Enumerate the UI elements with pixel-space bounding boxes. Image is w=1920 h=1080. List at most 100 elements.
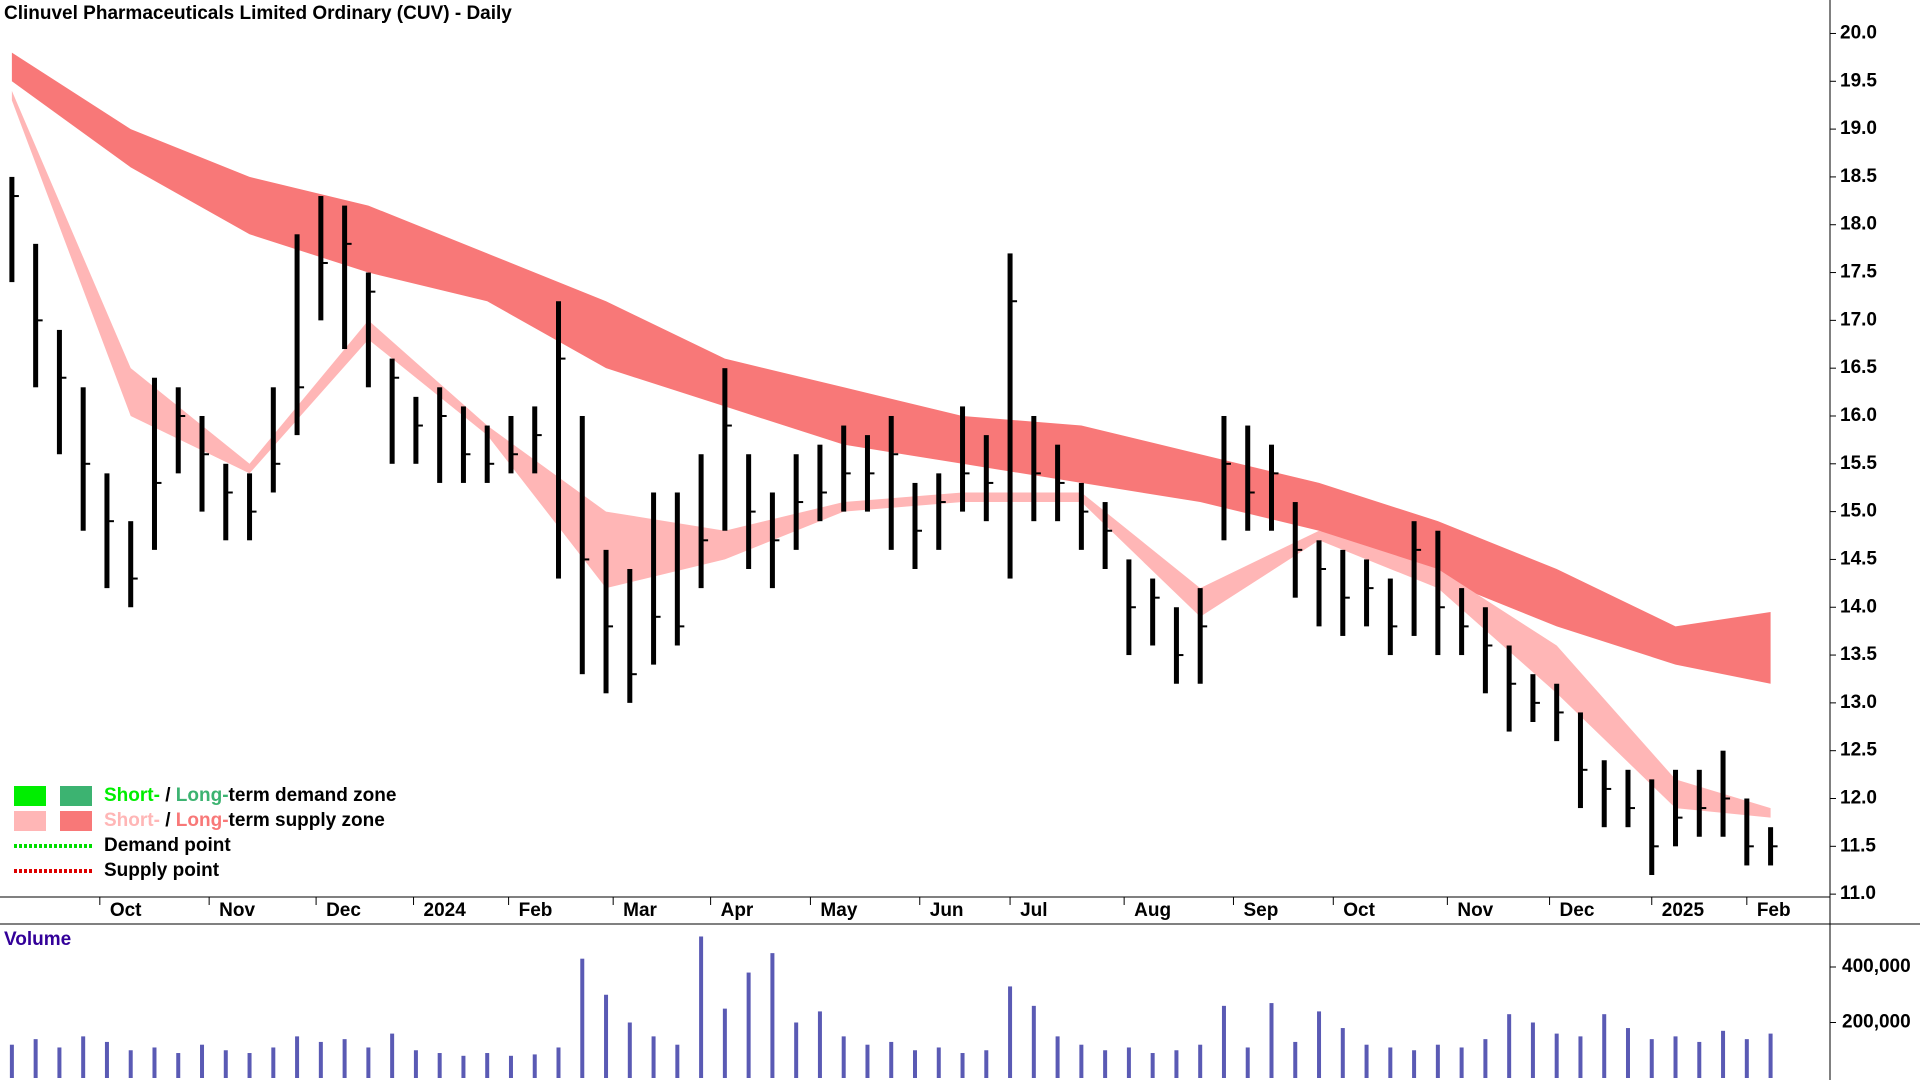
- legend-text: Long-: [176, 785, 229, 806]
- volume-bar: [1459, 1047, 1464, 1078]
- volume-bar: [366, 1047, 371, 1078]
- volume-bar: [1388, 1047, 1393, 1078]
- price-bar: [1673, 769, 1679, 847]
- volume-bar: [960, 1053, 965, 1078]
- legend-label: Short- / Long-term demand zone: [104, 785, 396, 806]
- volume-bar: [81, 1036, 86, 1078]
- y-tick-label: 11.5: [1840, 835, 1876, 856]
- price-bar: [175, 387, 181, 474]
- price-bar: [841, 425, 847, 512]
- price-bar: [1625, 769, 1631, 828]
- price-bar: [1245, 425, 1251, 531]
- volume-bar: [200, 1044, 205, 1078]
- y-tick-label: 12.5: [1840, 740, 1877, 761]
- x-tick-label: Nov: [219, 900, 255, 921]
- price-bar: [579, 415, 585, 675]
- volume-bar: [794, 1022, 799, 1078]
- price-bar: [936, 473, 942, 550]
- price-bar: [1364, 559, 1370, 627]
- price-bar: [318, 196, 324, 321]
- volume-bar: [1269, 1003, 1274, 1078]
- volume-bar: [318, 1041, 323, 1078]
- legend-label: Short- / Long-term supply zone: [104, 810, 385, 831]
- x-tick-label: May: [820, 900, 857, 921]
- volume-bar: [1293, 1041, 1298, 1078]
- volume-bar: [1364, 1044, 1369, 1078]
- price-bar: [1150, 578, 1156, 646]
- price-bar: [1340, 549, 1346, 636]
- volume-bar: [1317, 1011, 1322, 1078]
- volume-bar: [1174, 1050, 1179, 1078]
- price-bar: [151, 377, 157, 550]
- y-tick-label: 13.5: [1840, 644, 1877, 665]
- price-bar: [1459, 588, 1465, 656]
- price-bar: [912, 482, 918, 569]
- price-bar: [1173, 607, 1179, 684]
- volume-bar: [913, 1050, 917, 1078]
- volume-bar: [651, 1036, 656, 1078]
- x-tick-label: Oct: [110, 900, 142, 921]
- price-bar: [1649, 779, 1655, 876]
- y-tick-label: 200,000: [1842, 1012, 1911, 1033]
- y-tick-label: 20.0: [1840, 22, 1877, 43]
- price-bar: [223, 463, 229, 541]
- x-tick-label: Dec: [1560, 900, 1595, 921]
- price-bar: [1720, 750, 1726, 837]
- volume-bar: [1126, 1047, 1131, 1078]
- price-bar: [33, 243, 39, 388]
- volume-bar: [770, 953, 775, 1078]
- price-bar: [460, 406, 466, 483]
- volume-bar: [1768, 1033, 1773, 1078]
- volume-bar: [699, 936, 704, 1078]
- price-bar: [1411, 521, 1417, 636]
- volume-bar: [1483, 1039, 1488, 1078]
- volume-bar: [461, 1055, 466, 1078]
- price-bar: [1316, 540, 1322, 627]
- volume-bar: [1221, 1005, 1226, 1078]
- price-bar: [1506, 645, 1512, 732]
- volume-bar: [485, 1053, 490, 1078]
- x-tick-label: Oct: [1343, 900, 1375, 921]
- x-tick-label: 2025: [1662, 900, 1705, 921]
- volume-bar: [556, 1047, 561, 1078]
- y-tick-label: 15.5: [1840, 453, 1877, 474]
- y-tick-label: 18.0: [1840, 214, 1877, 235]
- volume-bar: [1008, 986, 1013, 1078]
- volume-bar: [1697, 1041, 1702, 1078]
- y-tick-label: 400,000: [1842, 956, 1911, 977]
- volume-bar: [342, 1039, 347, 1078]
- price-bar: [1530, 674, 1536, 722]
- x-tick-label: Sep: [1243, 900, 1278, 921]
- volume-bar: [984, 1050, 989, 1078]
- y-tick-label: 16.5: [1840, 357, 1877, 378]
- price-bar: [556, 301, 562, 579]
- x-tick-label: Dec: [326, 900, 361, 921]
- price-bar: [247, 473, 253, 541]
- price-bar: [532, 406, 538, 474]
- volume-bar: [1578, 1036, 1583, 1078]
- legend-swatch: [14, 786, 46, 806]
- volume-bar: [1435, 1044, 1440, 1078]
- price-bar: [508, 415, 514, 474]
- price-bar: [722, 368, 728, 531]
- price-bar: [1601, 760, 1607, 828]
- chart-title: Clinuvel Pharmaceuticals Limited Ordinar…: [4, 3, 512, 24]
- price-bar: [1744, 798, 1750, 866]
- volume-bar: [1530, 1022, 1535, 1078]
- x-tick-label: Mar: [623, 900, 657, 921]
- price-bar: [104, 473, 110, 589]
- volume-bar: [390, 1033, 395, 1078]
- legend-text: Short-: [104, 785, 160, 806]
- price-bar: [627, 568, 633, 703]
- volume-bar: [1103, 1050, 1108, 1078]
- price-bar: [983, 435, 989, 522]
- volume-bar: [1150, 1053, 1155, 1078]
- volume-bar: [508, 1055, 513, 1078]
- volume-bar: [437, 1053, 442, 1078]
- volume-bar: [57, 1047, 62, 1078]
- x-tick-label: Nov: [1457, 900, 1493, 921]
- volume-bar: [936, 1047, 941, 1078]
- volume-bar: [1721, 1030, 1726, 1078]
- volume-title: Volume: [4, 929, 71, 950]
